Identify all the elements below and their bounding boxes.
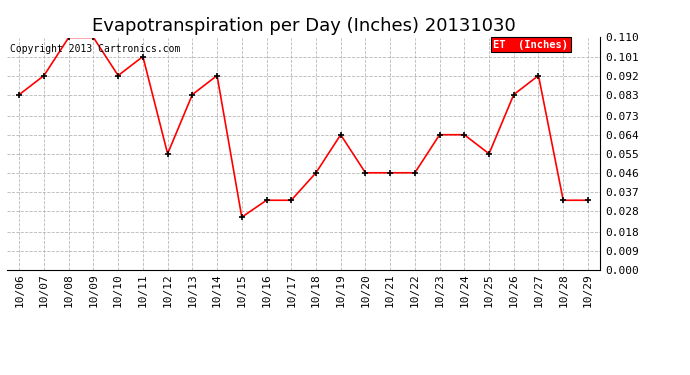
Text: Copyright 2013 Cartronics.com: Copyright 2013 Cartronics.com — [10, 45, 180, 54]
Title: Evapotranspiration per Day (Inches) 20131030: Evapotranspiration per Day (Inches) 2013… — [92, 16, 515, 34]
Text: ET  (Inches): ET (Inches) — [493, 40, 569, 50]
